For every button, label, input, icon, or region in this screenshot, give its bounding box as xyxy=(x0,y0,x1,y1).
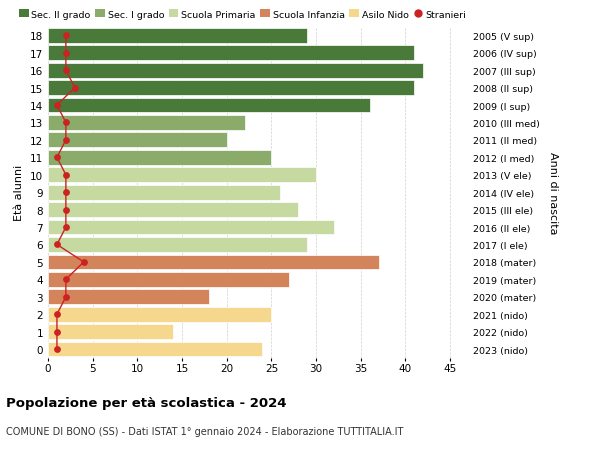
Point xyxy=(61,33,71,40)
Text: COMUNE DI BONO (SS) - Dati ISTAT 1° gennaio 2024 - Elaborazione TUTTITALIA.IT: COMUNE DI BONO (SS) - Dati ISTAT 1° genn… xyxy=(6,426,403,436)
Legend: Sec. II grado, Sec. I grado, Scuola Primaria, Scuola Infanzia, Asilo Nido, Stran: Sec. II grado, Sec. I grado, Scuola Prim… xyxy=(19,11,466,20)
Point xyxy=(61,67,71,75)
Point xyxy=(52,102,62,110)
Bar xyxy=(48,272,289,287)
Y-axis label: Età alunni: Età alunni xyxy=(14,165,25,221)
Bar xyxy=(48,290,209,304)
Point xyxy=(79,259,89,266)
Bar xyxy=(48,342,262,357)
Y-axis label: Anni di nascita: Anni di nascita xyxy=(548,151,558,234)
Point xyxy=(61,189,71,196)
Bar xyxy=(48,185,280,200)
Point xyxy=(61,276,71,283)
Bar xyxy=(48,29,307,44)
Bar xyxy=(48,203,298,218)
Bar xyxy=(48,64,424,78)
Point xyxy=(70,85,80,92)
Point xyxy=(61,224,71,231)
Point xyxy=(52,241,62,249)
Bar xyxy=(48,238,307,252)
Point xyxy=(52,311,62,318)
Bar xyxy=(48,307,271,322)
Point xyxy=(61,50,71,57)
Bar xyxy=(48,116,245,131)
Point xyxy=(61,293,71,301)
Point xyxy=(52,328,62,336)
Point xyxy=(61,119,71,127)
Bar xyxy=(48,325,173,339)
Bar xyxy=(48,151,271,165)
Text: Popolazione per età scolastica - 2024: Popolazione per età scolastica - 2024 xyxy=(6,396,287,409)
Point xyxy=(61,172,71,179)
Bar xyxy=(48,168,316,183)
Bar xyxy=(48,220,334,235)
Point xyxy=(52,346,62,353)
Bar xyxy=(48,46,415,61)
Point xyxy=(61,207,71,214)
Bar xyxy=(48,133,227,148)
Bar xyxy=(48,81,415,96)
Bar xyxy=(48,255,379,270)
Point xyxy=(52,154,62,162)
Bar xyxy=(48,98,370,113)
Point xyxy=(61,137,71,144)
